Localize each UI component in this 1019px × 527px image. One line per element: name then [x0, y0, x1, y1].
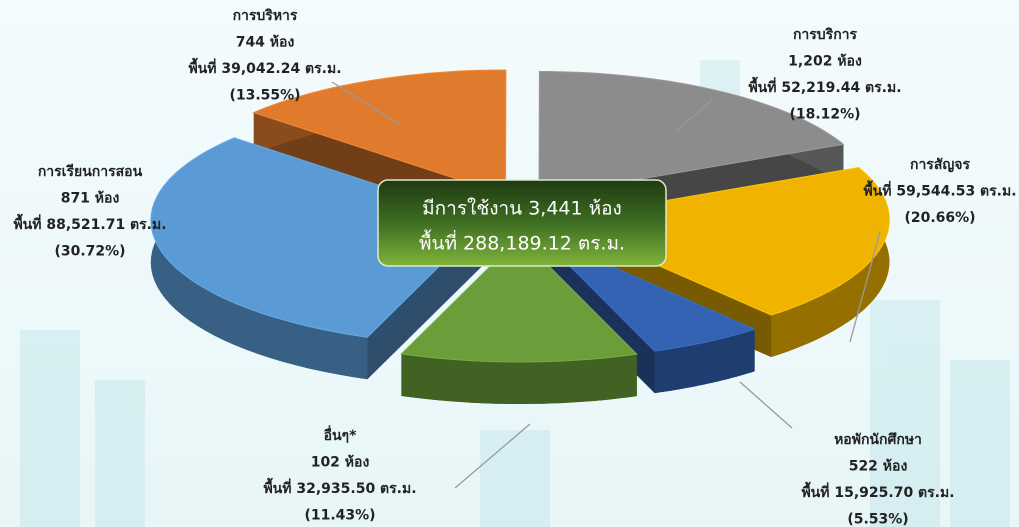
center-rooms: มีการใช้งาน 3,441 ห้อง [422, 198, 622, 220]
category-label: การบริหาร [233, 8, 298, 24]
labels: การบริหาร 744 ห้องพื้นที่ 39,042.24 ตร.ม.… [13, 8, 1016, 527]
value-label: (20.66%) [904, 210, 975, 226]
value-label: (30.72%) [54, 244, 125, 260]
slice [400, 236, 638, 363]
center-box [377, 179, 667, 267]
category-label: การเรียนการสอน [38, 164, 143, 180]
room-label: 1,202 ห้อง [788, 54, 862, 70]
category-label: การสัญจร [910, 157, 971, 173]
area-label: พื้นที่ 32,935.50 ตร.ม. [263, 477, 416, 497]
leader-line [739, 381, 793, 429]
leader-line [331, 81, 403, 127]
slice [538, 71, 845, 198]
room-label: 522 ห้อง [849, 459, 908, 475]
category-label: หอพักนักศึกษา [834, 431, 922, 448]
slice-wall [150, 137, 368, 380]
leader-line [849, 231, 881, 343]
value-label: (5.53%) [847, 512, 908, 527]
slice-wall [401, 353, 637, 404]
slice [150, 137, 487, 338]
area-label: พื้นที่ 52,219.44 ตร.ม. [748, 76, 901, 96]
area-label: พื้นที่ 39,042.24 ตร.ม. [188, 57, 341, 77]
room-label: 102 ห้อง [311, 455, 370, 471]
value-label: (11.43%) [304, 508, 375, 524]
center-area: พื้นที่ 288,189.12 ตร.ม. [419, 230, 625, 255]
room-label: 744 ห้อง [236, 35, 295, 51]
room-label: 871 ห้อง [61, 191, 120, 207]
slice-wall [654, 329, 755, 394]
area-label: พื้นที่ 15,925.70 ตร.ม. [801, 481, 954, 501]
leader-line [675, 99, 713, 132]
area-label: พื้นที่ 88,521.71 ตร.ม. [13, 213, 166, 233]
slice [252, 69, 507, 196]
category-label: การบริการ [793, 27, 858, 43]
value-label: (13.55%) [229, 88, 300, 104]
slice [552, 166, 890, 316]
value-label: (18.12%) [789, 107, 860, 123]
area-label: พื้นที่ 59,544.53 ตร.ม. [863, 180, 1016, 200]
leader-line [454, 423, 531, 489]
background-buildings [20, 60, 1010, 527]
category-label: อื่นๆ* [324, 425, 357, 444]
slice-wall [771, 167, 890, 357]
